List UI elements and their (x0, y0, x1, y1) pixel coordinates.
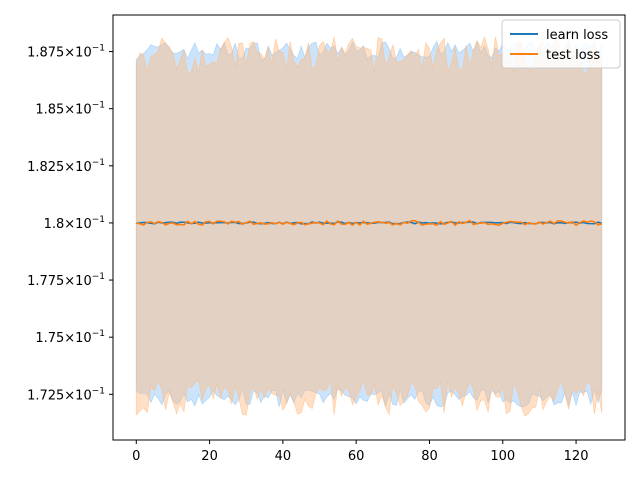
x-tick-label: 60 (348, 449, 365, 464)
y-tick-label: 1.75×10−1 (35, 329, 105, 346)
y-tick-label: 1.85×10−1 (35, 101, 105, 118)
band-series-1 (135, 35, 603, 417)
x-tick-label: 20 (201, 449, 218, 464)
legend: learn loss test loss (501, 19, 621, 69)
y-tick-label: 1.825×10−1 (27, 158, 105, 175)
legend-label: test loss (546, 48, 600, 63)
y-tick-label: 1.725×10−1 (27, 386, 105, 403)
x-tick-label: 0 (132, 449, 140, 464)
legend-box (501, 19, 621, 69)
y-tick-label: 1.775×10−1 (27, 272, 105, 289)
mean-lines (136, 219, 602, 227)
line-series-1 (136, 219, 602, 227)
plot-frame (112, 14, 626, 441)
x-tick-label: 120 (564, 449, 589, 464)
confidence-bands (135, 35, 603, 417)
y-axis-ticks: 1.725×10−1 1.75×10−1 1.775×10−1 1.8×10−1 1.8… (27, 44, 113, 403)
y-tick-label: 1.8×10−1 (44, 215, 105, 232)
x-axis-ticks: 0 20 40 60 80 100 120 (132, 440, 588, 464)
x-tick-label: 80 (421, 449, 438, 464)
legend-label: learn loss (546, 28, 608, 43)
y-tick-label: 1.875×10−1 (27, 44, 105, 61)
x-tick-label: 100 (490, 449, 515, 464)
x-tick-label: 40 (275, 449, 292, 464)
